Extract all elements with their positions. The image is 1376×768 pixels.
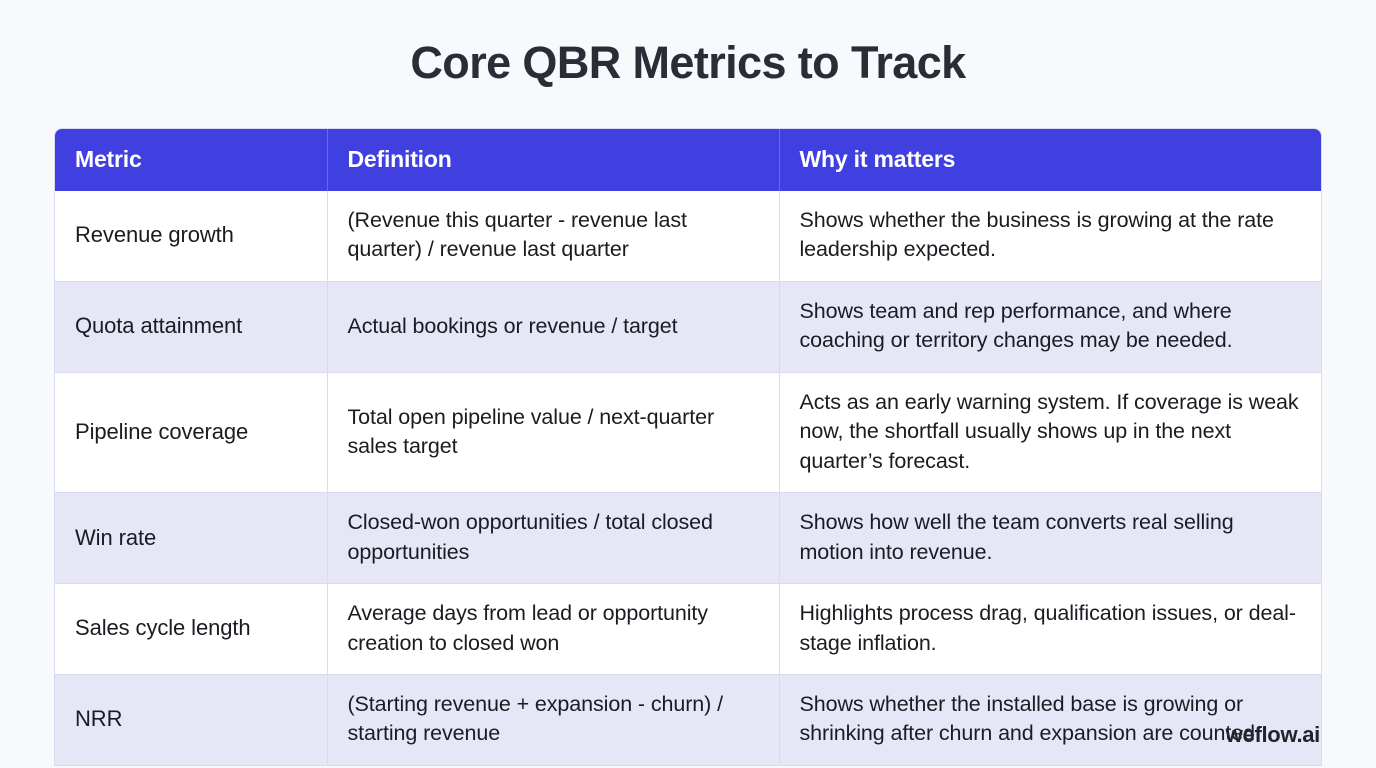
page-title: Core QBR Metrics to Track xyxy=(410,37,966,88)
cell-metric: Sales cycle length xyxy=(55,583,328,675)
table-row: Win rate Closed-won opportunities / total… xyxy=(55,492,1321,585)
metrics-table: Metric Definition Why it matters Revenue… xyxy=(55,129,1321,765)
table-row: Revenue growth (Revenue this quarter - re… xyxy=(55,191,1321,282)
cell-definition: Closed-won opportunities / total closed … xyxy=(327,492,780,585)
cell-metric: Revenue growth xyxy=(55,191,328,282)
cell-metric: Win rate xyxy=(55,492,328,585)
cell-definition: Total open pipeline value / next-quarter… xyxy=(327,372,780,494)
cell-why-it-matters: Highlights process drag, qualification i… xyxy=(779,583,1321,675)
cell-definition: Average days from lead or opportunity cr… xyxy=(327,583,780,675)
cell-metric: NRR xyxy=(55,674,328,765)
table-header-row: Metric Definition Why it matters xyxy=(55,129,1321,191)
cell-why-it-matters: Shows team and rep performance, and wher… xyxy=(779,281,1321,373)
table-row: Pipeline coverage Total open pipeline val… xyxy=(55,372,1321,494)
column-header-metric: Metric xyxy=(55,129,328,191)
table-header: Metric Definition Why it matters xyxy=(55,129,1321,191)
table-row: NRR (Starting revenue + expansion - churn… xyxy=(55,674,1321,765)
table-row: Sales cycle length Average days from lead… xyxy=(55,583,1321,675)
cell-metric: Quota attainment xyxy=(55,281,328,373)
brand-wordmark: weflow.ai xyxy=(1225,722,1321,747)
column-header-why-it-matters: Why it matters xyxy=(779,129,1321,191)
column-header-definition: Definition xyxy=(327,129,780,191)
cell-metric: Pipeline coverage xyxy=(55,372,328,494)
cell-definition: Actual bookings or revenue / target xyxy=(327,281,780,373)
cell-why-it-matters: Shows how well the team converts real se… xyxy=(779,492,1321,585)
table-row: Quota attainment Actual bookings or reven… xyxy=(55,281,1321,373)
table-body: Revenue growth (Revenue this quarter - re… xyxy=(55,191,1321,765)
cell-why-it-matters: Acts as an early warning system. If cove… xyxy=(779,372,1321,494)
metrics-table-container: Metric Definition Why it matters Revenue… xyxy=(55,129,1321,765)
cell-why-it-matters: Shows whether the business is growing at… xyxy=(779,191,1321,282)
cell-definition: (Starting revenue + expansion - churn) /… xyxy=(327,674,780,765)
cell-definition: (Revenue this quarter - revenue last qua… xyxy=(327,191,780,282)
cell-why-it-matters: Shows whether the installed base is grow… xyxy=(779,674,1321,765)
